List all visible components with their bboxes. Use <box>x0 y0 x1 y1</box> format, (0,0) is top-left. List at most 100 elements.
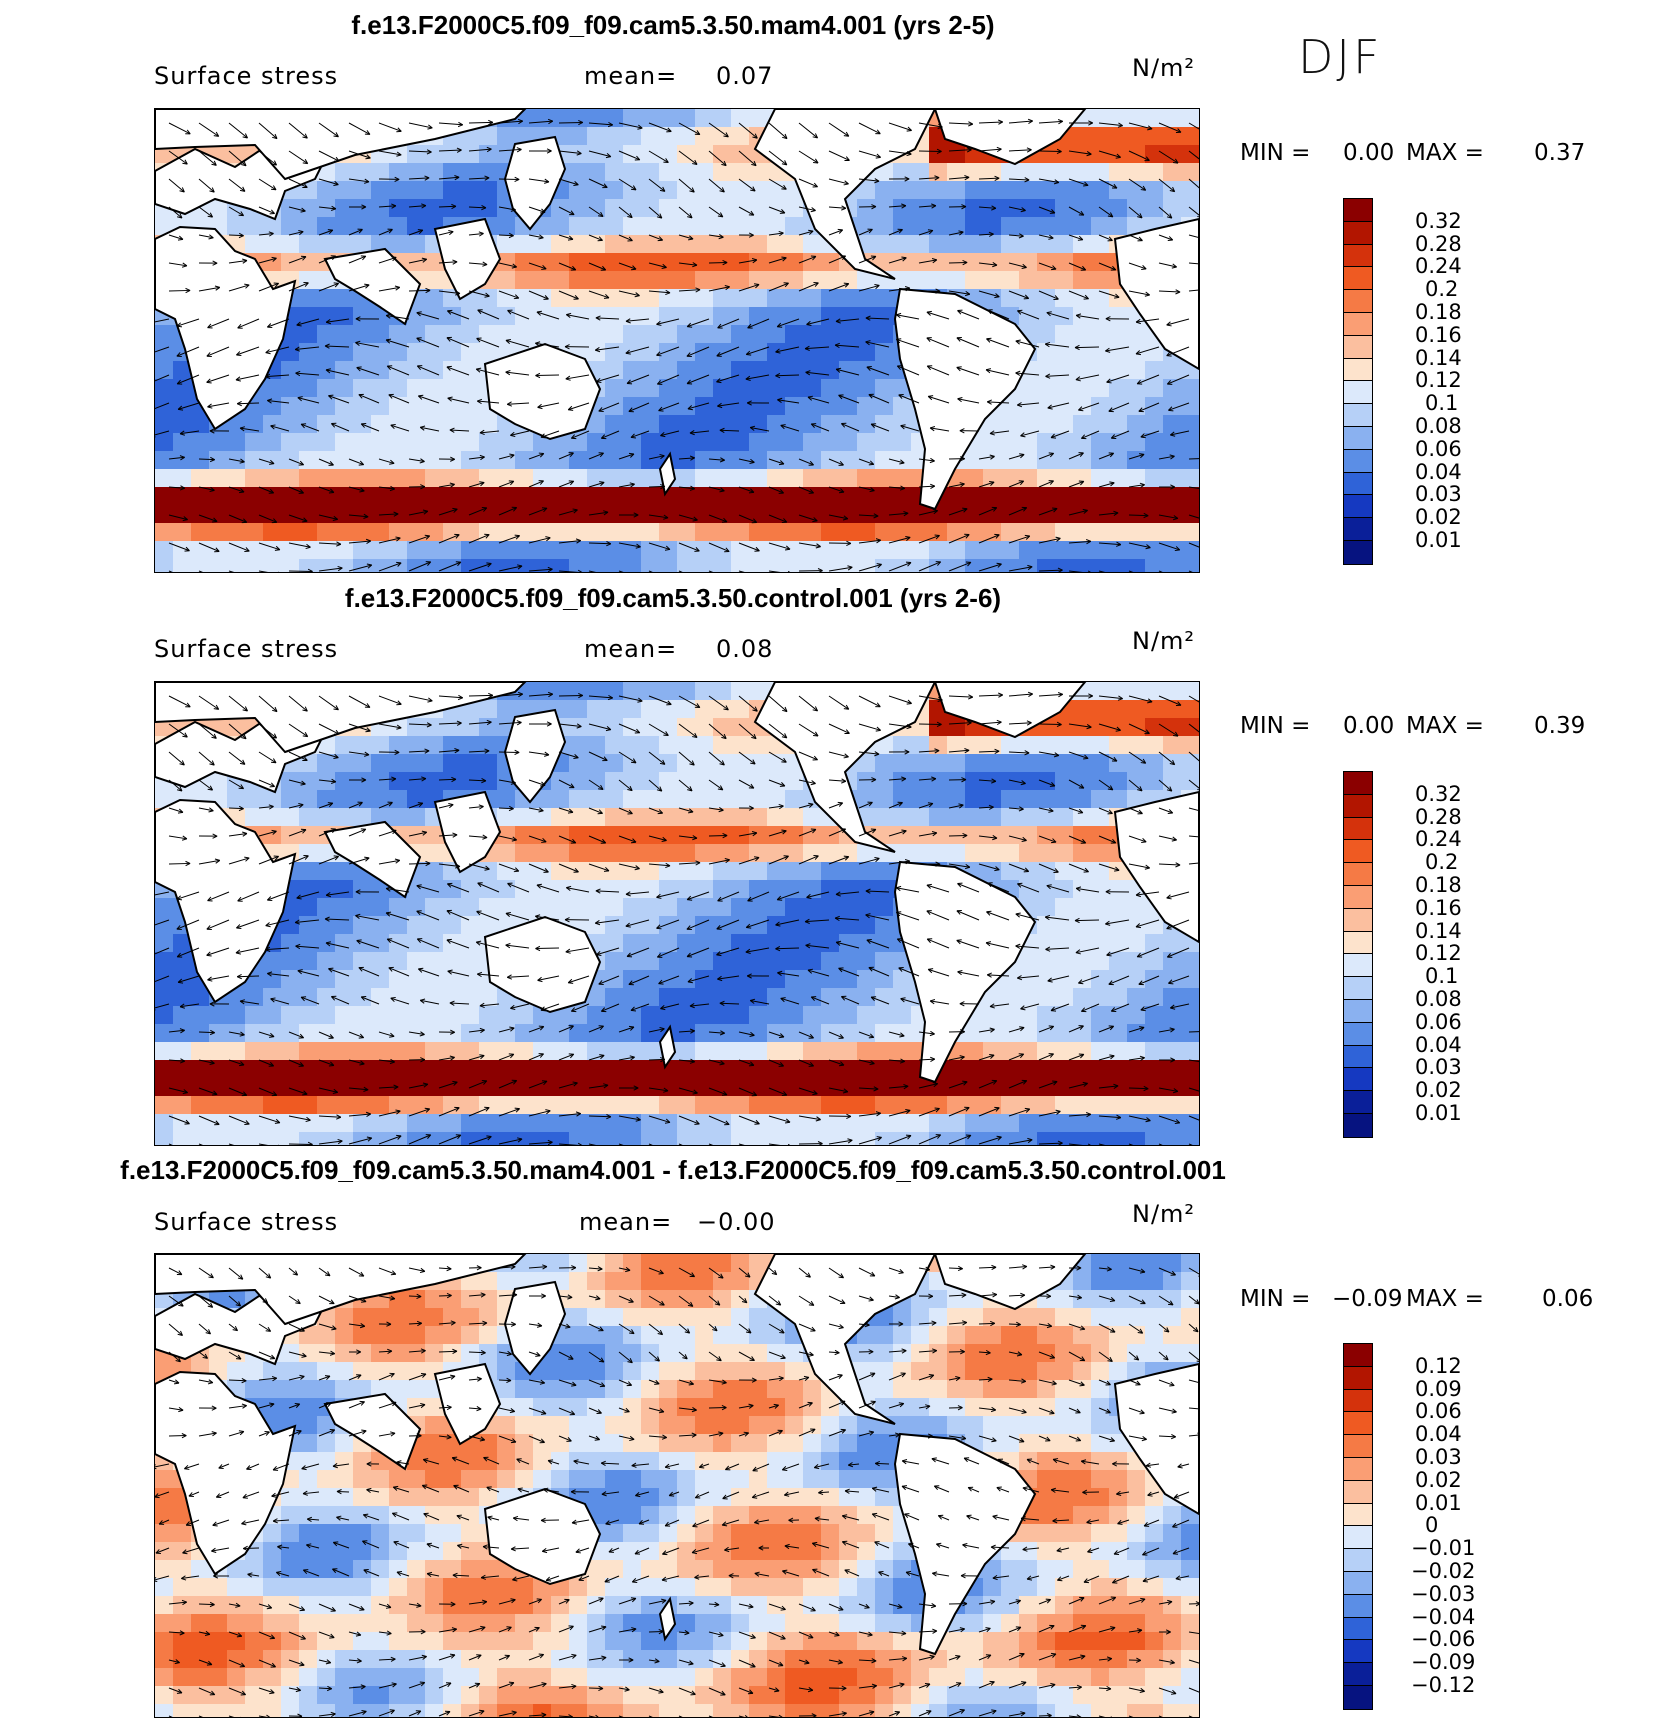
colorbar-segment <box>1344 449 1372 473</box>
panel-3-min-value: −0.09 <box>1332 1286 1403 1312</box>
colorbar-tick-label: −0.01 <box>1411 1536 1476 1561</box>
panel-2-min-label: MIN = <box>1240 713 1311 739</box>
colorbar-tick-label: 0.01 <box>1415 1101 1462 1125</box>
panel-2-max-value: 0.39 <box>1534 713 1586 739</box>
colorbar-segment <box>1344 1457 1372 1481</box>
panel-3-max-label: MAX = <box>1406 1286 1484 1312</box>
colorbar-tick-label: 0.09 <box>1415 1376 1462 1401</box>
colorbar-segment <box>1344 1045 1372 1069</box>
colorbar-segment <box>1344 1549 1372 1572</box>
colorbar-tick-label: 0.03 <box>1415 482 1462 507</box>
colorbar-tick-label: 0.12 <box>1415 941 1462 966</box>
colorbar-segment <box>1344 954 1372 978</box>
colorbar-tick-label: 0.02 <box>1415 1078 1462 1103</box>
stress-vectors <box>155 691 1199 1145</box>
panel-2-map <box>154 681 1200 1146</box>
panel-1-variable: Surface stress <box>154 62 339 90</box>
colorbar-tick-label: 0.03 <box>1415 1445 1462 1469</box>
colorbar-segment <box>1344 863 1372 886</box>
panel-1-title: f.e13.F2000C5.f09_f09.cam5.3.50.mam4.001… <box>351 10 995 40</box>
colorbar-segment <box>1344 1366 1372 1390</box>
colorbar-segment <box>1344 335 1372 359</box>
colorbar-tick-label: 0.28 <box>1415 804 1462 829</box>
panel-2-title: f.e13.F2000C5.f09_f09.cam5.3.50.control.… <box>344 583 1002 613</box>
colorbar-tick-label: 0.1 <box>1425 391 1459 416</box>
stress-vectors <box>155 118 1199 572</box>
colorbar-segment <box>1344 840 1372 864</box>
colorbar-tick-label: 0.12 <box>1415 368 1462 393</box>
panel-2-variable: Surface stress <box>154 635 339 663</box>
colorbar-tick-label: 0.16 <box>1415 322 1462 347</box>
colorbar-tick-label: 0.01 <box>1415 1490 1462 1515</box>
colorbar-segment <box>1344 1617 1372 1641</box>
colorbar-segment <box>1344 358 1372 382</box>
colorbar-tick-label: 0.08 <box>1415 987 1462 1011</box>
panel-3-units: N/m² <box>1132 1200 1196 1228</box>
colorbar-tick-label: 0.01 <box>1415 528 1462 552</box>
colorbar-tick-label: 0.08 <box>1415 414 1462 438</box>
panel-1-max-label: MAX = <box>1406 140 1484 166</box>
colorbar-tick-label: 0.12 <box>1415 1353 1462 1378</box>
panel-2-mean-label: mean= <box>584 635 678 663</box>
colorbar-tick-label: −0.03 <box>1411 1581 1476 1606</box>
colorbar-tick-label: 0.24 <box>1415 254 1462 279</box>
colorbar-segment <box>1344 977 1372 1000</box>
colorbar-segment <box>1344 221 1372 245</box>
colorbar-segment <box>1344 267 1372 291</box>
colorbar-tick-label: 0.18 <box>1415 873 1462 897</box>
colorbar-segment <box>1344 1503 1372 1527</box>
colorbar-segment <box>1344 1685 1372 1709</box>
colorbar-tick-label: 0.04 <box>1415 459 1462 484</box>
colorbar-segment <box>1344 1571 1372 1595</box>
colorbar-segment <box>1344 495 1372 519</box>
colorbar-segment <box>1344 404 1372 427</box>
colorbar-tick-label: −0.02 <box>1411 1559 1476 1583</box>
colorbar-tick-label: 0.28 <box>1415 231 1462 256</box>
colorbar-tick-label: 0.32 <box>1415 781 1462 806</box>
colorbar-segment <box>1344 1526 1372 1550</box>
panel-1-map <box>154 108 1200 573</box>
colorbar-segment <box>1344 1022 1372 1046</box>
colorbar-segment <box>1344 1480 1372 1504</box>
colorbar-segment <box>1344 199 1372 222</box>
panel-3-mean-value: −0.00 <box>697 1208 776 1236</box>
colorbar-segment <box>1344 1640 1372 1664</box>
colorbar-tick-label: 0 <box>1425 1513 1439 1538</box>
colorbar-tick-label: 0.04 <box>1415 1032 1462 1057</box>
colorbar-tick-label: 0.06 <box>1415 1009 1462 1034</box>
panel-2-mean-value: 0.08 <box>716 635 774 663</box>
panel-3-max-value: 0.06 <box>1542 1286 1594 1312</box>
colorbar-tick-label: 0.2 <box>1425 277 1459 302</box>
panel-2-max-label: MAX = <box>1406 713 1484 739</box>
panel-1-max-value: 0.37 <box>1534 140 1586 166</box>
colorbar-segment <box>1344 1389 1372 1413</box>
colorbar-segment <box>1344 1663 1372 1686</box>
colorbar-segment <box>1344 772 1372 795</box>
colorbar-segment <box>1344 1068 1372 1092</box>
continent-outlines <box>155 109 1199 511</box>
colorbar-tick-label: 0.04 <box>1415 1422 1462 1447</box>
panel-1-mean-value: 0.07 <box>716 62 774 90</box>
colorbar-segment <box>1344 817 1372 841</box>
colorbar-tick-label: 0.02 <box>1415 505 1462 530</box>
colorbar-tick-label: −0.09 <box>1411 1650 1476 1675</box>
panel-3-colorbar <box>1343 1343 1373 1710</box>
colorbar-segment <box>1344 426 1372 450</box>
colorbar-tick-label: 0.03 <box>1415 1055 1462 1080</box>
panel-3-mean-label: mean= <box>579 1208 673 1236</box>
colorbar-tick-label: 0.14 <box>1415 918 1462 943</box>
colorbar-tick-label: −0.04 <box>1411 1604 1476 1629</box>
colorbar-tick-label: 0.24 <box>1415 827 1462 852</box>
colorbar-segment <box>1344 290 1372 313</box>
colorbar-segment <box>1344 518 1372 541</box>
panel-1-min-value: 0.00 <box>1343 140 1395 166</box>
panel-3-variable: Surface stress <box>154 1208 339 1236</box>
colorbar-segment <box>1344 885 1372 909</box>
panel-1-min-label: MIN = <box>1240 140 1311 166</box>
colorbar-segment <box>1344 1412 1372 1436</box>
colorbar-tick-label: −0.06 <box>1411 1627 1476 1652</box>
panel-3-title: f.e13.F2000C5.f09_f09.cam5.3.50.mam4.001… <box>120 1155 1226 1185</box>
panel-3-map <box>154 1253 1200 1718</box>
panel-2-colorbar <box>1343 771 1373 1138</box>
colorbar-segment <box>1344 312 1372 336</box>
